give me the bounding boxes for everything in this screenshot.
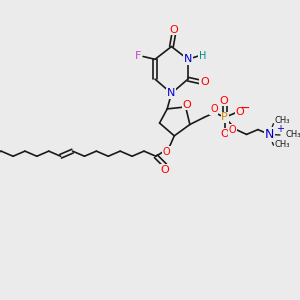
Text: P: P [221, 112, 228, 122]
Text: O: O [200, 77, 209, 87]
Text: CH₃: CH₃ [286, 130, 300, 140]
Text: CH₃: CH₃ [275, 140, 290, 148]
Text: H: H [199, 51, 206, 61]
Text: N: N [184, 54, 192, 64]
Text: O: O [169, 25, 178, 34]
Text: +: + [276, 124, 284, 134]
Text: O: O [236, 107, 244, 117]
Text: O: O [220, 129, 229, 139]
Text: −: − [240, 102, 250, 115]
Text: CH₃: CH₃ [275, 116, 290, 125]
Text: N: N [167, 88, 175, 98]
Text: N: N [265, 128, 274, 141]
Text: O: O [163, 147, 170, 157]
Text: O: O [229, 125, 236, 135]
Text: O: O [161, 165, 170, 175]
Text: F: F [135, 52, 142, 61]
Text: O: O [183, 100, 191, 110]
Text: O: O [220, 96, 229, 106]
Text: O: O [210, 104, 218, 114]
